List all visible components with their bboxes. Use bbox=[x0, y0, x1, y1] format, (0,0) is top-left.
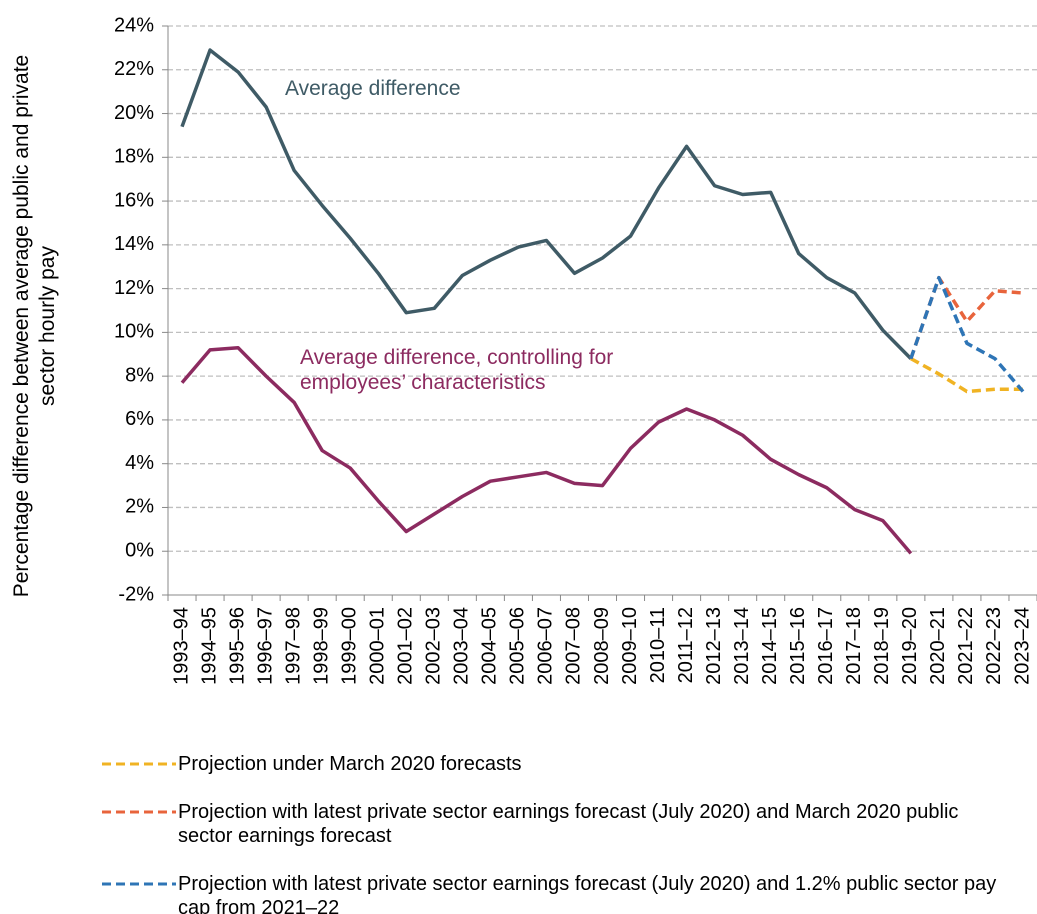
x-tick-label: 2014–15 bbox=[759, 607, 781, 685]
x-tick-label: 2023–24 bbox=[1011, 607, 1033, 685]
y-tick-label: 20% bbox=[114, 102, 154, 124]
x-tick-label: 2003–04 bbox=[451, 607, 473, 685]
x-tick-label: 1994–95 bbox=[198, 607, 220, 685]
x-tick-label: 2006–07 bbox=[535, 607, 557, 685]
y-tick-label: 16% bbox=[114, 189, 154, 211]
y-tick-label: 4% bbox=[125, 452, 154, 474]
y-tick-label: 2% bbox=[125, 496, 154, 518]
x-tick-label: 2009–10 bbox=[619, 607, 641, 685]
legend-entry: Projection under March 2020 forecasts bbox=[100, 752, 1000, 776]
y-tick-label: 18% bbox=[114, 146, 154, 168]
x-tick-label: 2010–11 bbox=[647, 607, 669, 683]
x-tick-label: 2001–02 bbox=[395, 607, 417, 685]
y-tick-label: 8% bbox=[125, 364, 154, 386]
x-tick-label: 1993–94 bbox=[170, 607, 192, 685]
y-tick-label: 24% bbox=[114, 14, 154, 36]
legend: Projection under March 2020 forecasts Pro… bbox=[100, 752, 1000, 914]
y-tick-label: 14% bbox=[114, 233, 154, 255]
x-tick-label: 2022–23 bbox=[983, 607, 1005, 685]
x-tick-label: 2015–16 bbox=[787, 607, 809, 685]
x-tick-label: 1999–00 bbox=[338, 607, 360, 685]
x-tick-label: 2016–17 bbox=[815, 607, 837, 685]
series-line bbox=[910, 357, 1023, 394]
legend-swatch bbox=[102, 810, 176, 814]
series-label: Average difference, controlling for empl… bbox=[300, 346, 614, 394]
x-tick-label: 1996–97 bbox=[254, 607, 276, 685]
legend-label: Projection with latest private sector ea… bbox=[178, 801, 959, 847]
series-label: Average difference bbox=[285, 77, 461, 100]
y-tick-label: 10% bbox=[114, 321, 154, 343]
legend-swatch bbox=[102, 882, 176, 886]
x-tick-label: 2008–09 bbox=[591, 607, 613, 685]
y-tick-label: -2% bbox=[118, 583, 154, 605]
x-tick-label: 2007–08 bbox=[563, 607, 585, 685]
x-tick-label: 1995–96 bbox=[226, 607, 248, 685]
x-tick-label: 2002–03 bbox=[423, 607, 445, 685]
series-line bbox=[909, 275, 1024, 360]
y-tick-label: 0% bbox=[125, 540, 154, 562]
legend-swatch bbox=[102, 762, 176, 766]
y-axis-title: Percentage difference between average pu… bbox=[10, 54, 59, 598]
x-tick-label: 2021–22 bbox=[955, 607, 977, 685]
x-tick-label: 2004–05 bbox=[479, 607, 501, 685]
legend-entry: Projection with latest private sector ea… bbox=[100, 800, 1000, 848]
y-tick-label: 22% bbox=[114, 58, 154, 80]
x-tick-label: 2012–13 bbox=[703, 607, 725, 685]
series-line bbox=[909, 275, 1025, 393]
legend-label: Projection under March 2020 forecasts bbox=[178, 753, 522, 775]
x-tick-label: 2018–19 bbox=[871, 607, 893, 685]
series-line bbox=[180, 48, 913, 360]
series-line bbox=[180, 345, 913, 555]
legend-label: Projection with latest private sector ea… bbox=[178, 873, 997, 914]
x-tick-label: 2013–14 bbox=[731, 607, 753, 685]
x-tick-label: 2000–01 bbox=[367, 607, 389, 685]
x-tick-label: 2020–21 bbox=[927, 607, 949, 685]
y-tick-label: 6% bbox=[125, 408, 154, 430]
chart: -2% 0% 2% 4% 6% 8% 10% 12% 14% 16% 18% 20% 22% 24% 199… bbox=[114, 14, 1037, 685]
x-tick-label: 1997–98 bbox=[282, 607, 304, 685]
x-tick-label: 2011–12 bbox=[675, 607, 697, 683]
legend-entry: Projection with latest private sector ea… bbox=[100, 872, 1000, 914]
x-tick-label: 1998–99 bbox=[310, 607, 332, 685]
y-tick-label: 12% bbox=[114, 277, 154, 299]
x-tick-label: 2019–20 bbox=[899, 607, 921, 685]
x-tick-label: 2005–06 bbox=[507, 607, 529, 685]
x-tick-label: 2017–18 bbox=[843, 607, 865, 685]
